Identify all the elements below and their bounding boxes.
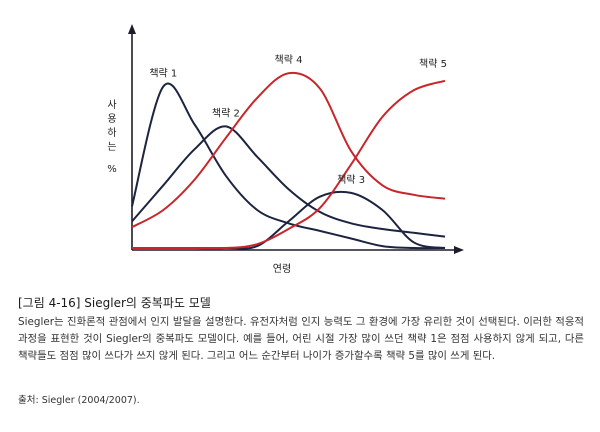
y-axis-label: 사 용 하 는% (107, 99, 117, 175)
figure-caption-title: [그림 4-16] Siegler의 중복파도 모델 (18, 296, 211, 310)
series-label-2: 책략 2 (212, 107, 240, 119)
series-label-1: 책략 1 (149, 68, 177, 80)
figure-source: 출처: Siegler (2004/2007). (18, 395, 140, 406)
overlapping-waves-figure: 사 용 하 는% 연령 책략 1 책략 2 책략 3 책략 4 책략 5 (107, 24, 464, 275)
series-line-5 (132, 79, 446, 250)
series-line-2 (131, 125, 446, 238)
figure-caption-body: Siegler는 진화론적 관점에서 인지 발달을 설명한다. 유전자처럼 인지… (18, 316, 584, 362)
series-layer (131, 71, 446, 250)
y-axis-arrow (128, 24, 136, 34)
x-axis-label: 연령 (273, 263, 291, 275)
series-line-3 (132, 190, 446, 250)
series-label-5: 책략 5 (419, 58, 447, 70)
series-label-4: 책략 4 (275, 54, 303, 66)
axes (128, 24, 464, 254)
x-axis-arrow (454, 246, 464, 254)
series-line-1 (131, 82, 446, 250)
series-labels: 책략 1 책략 2 책략 3 책략 4 책략 5 (149, 54, 447, 186)
series-line-4 (131, 71, 446, 228)
series-label-3: 책략 3 (337, 174, 365, 186)
